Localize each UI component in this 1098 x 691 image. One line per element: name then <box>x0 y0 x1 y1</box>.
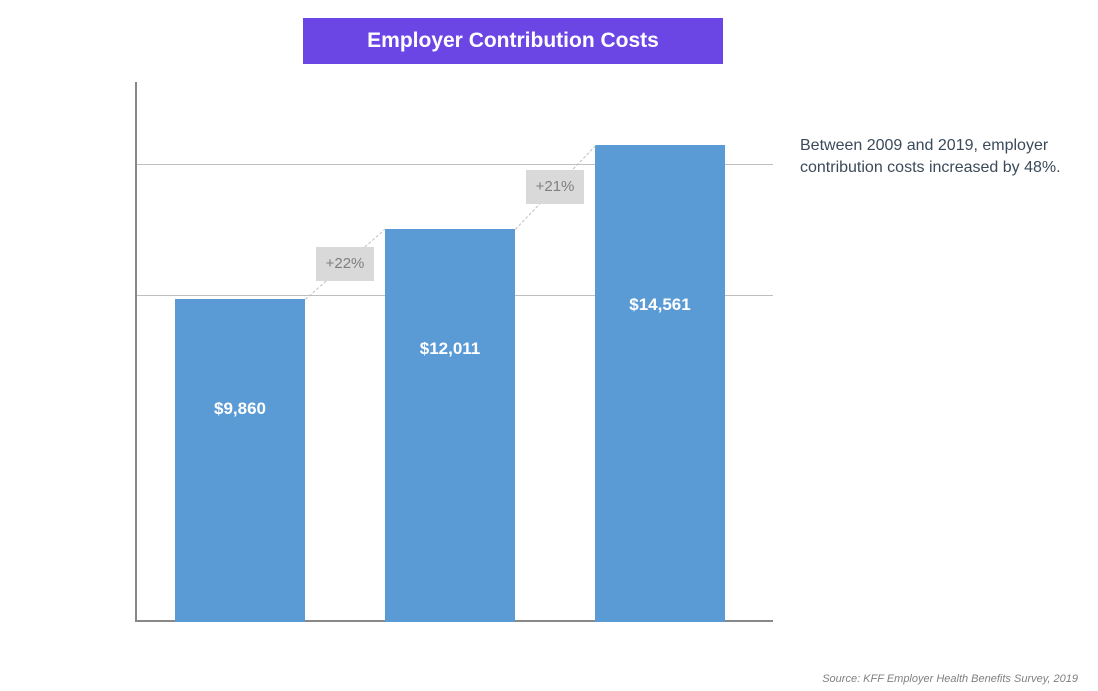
bar-value-label: $14,561 <box>595 295 725 315</box>
delta-label: +21% <box>526 170 584 204</box>
bar-value-label: $9,860 <box>175 399 305 419</box>
source-citation: Source: KFF Employer Health Benefits Sur… <box>822 673 1078 685</box>
chart-plot-area: $9,860 $12,011 $14,561 +22% +21% <box>135 82 773 622</box>
bar-value-label: $12,011 <box>385 339 515 359</box>
bar: $9,860 <box>175 299 305 622</box>
bar: $12,011 <box>385 229 515 622</box>
delta-label: +22% <box>316 247 374 281</box>
summary-annotation: Between 2009 and 2019, employer contribu… <box>800 135 1080 179</box>
bar: $14,561 <box>595 145 725 622</box>
chart-title: Employer Contribution Costs <box>303 18 723 64</box>
